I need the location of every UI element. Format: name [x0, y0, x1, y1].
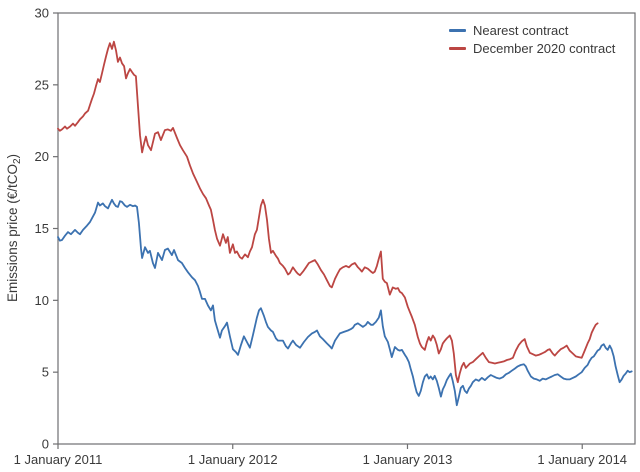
- series-line-nearest-contract: [57, 198, 633, 407]
- axes-layer: 0 5 10 15 20 25 30 1 January 2011 1 January 2012…: [14, 6, 636, 467]
- series-line-december-2020-contract: [57, 40, 599, 384]
- legend-label: Nearest contract: [473, 22, 569, 38]
- x-tick-label: 1 January 2011: [14, 452, 103, 467]
- y-tick-label: 25: [35, 77, 49, 92]
- nearest-contract-swatch: [449, 28, 466, 32]
- y-tick-label: 10: [35, 293, 49, 308]
- x-tick-label: 1 January 2012: [188, 452, 278, 467]
- x-tick-label: 1 January 2013: [363, 452, 453, 467]
- legend-label: December 2020 contract: [473, 40, 616, 56]
- legend-item-nearest-contract: Nearest contract: [449, 21, 615, 39]
- legend-item-december-2020-contract: December 2020 contract: [449, 39, 615, 57]
- plot-box: [57, 12, 636, 445]
- y-tick-label: 20: [35, 149, 49, 164]
- x-tick-label: 1 January 2014: [537, 452, 627, 467]
- y-axis-label: Emissions price (€/tCO2): [5, 154, 23, 302]
- december-2020-contract-swatch: [449, 46, 466, 50]
- legend: Nearest contract December 2020 contract: [449, 21, 615, 57]
- y-tick-label: 5: [42, 365, 49, 380]
- y-tick-label: 15: [35, 221, 49, 236]
- y-tick-label: 0: [42, 437, 49, 452]
- y-tick-label: 30: [35, 6, 49, 21]
- series-layer: [57, 40, 633, 407]
